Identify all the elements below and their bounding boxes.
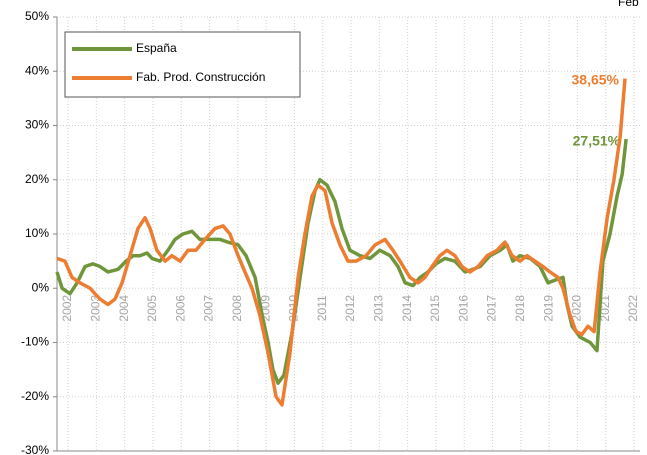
x-tick-label: 2011 xyxy=(315,295,329,321)
legend-label: España xyxy=(136,41,177,55)
x-tick-label: 2019 xyxy=(541,295,555,322)
x-tick-label: 2013 xyxy=(372,295,386,322)
x-tick-label: 2002 xyxy=(60,295,74,322)
x-tick-label: 2014 xyxy=(400,295,414,322)
x-tick-label: 2016 xyxy=(456,295,470,322)
annotation: Feb xyxy=(618,0,639,9)
legend-box xyxy=(64,31,301,98)
y-tick-label: 0% xyxy=(32,280,50,294)
x-tick-label: 2007 xyxy=(202,295,216,322)
x-tick-label: 2006 xyxy=(173,295,187,322)
line xyxy=(56,78,627,407)
legend-label: Fab. Prod. Construcción xyxy=(136,70,265,84)
y-tick-label: 40% xyxy=(25,63,49,77)
line xyxy=(55,138,628,385)
y-tick-label: 50% xyxy=(25,9,49,23)
x-tick-label: 2017 xyxy=(485,295,499,322)
x-tick-label: 2015 xyxy=(428,295,442,322)
y-tick-label: -10% xyxy=(21,335,49,349)
end-label: 27,51% xyxy=(573,133,621,149)
x-tick-label: 2022 xyxy=(626,295,640,322)
end-label: 38,65% xyxy=(572,71,620,87)
x-tick-label: 2004 xyxy=(117,295,131,322)
x-tick-label: 2012 xyxy=(343,295,357,322)
x-tick-label: 2005 xyxy=(145,295,159,322)
x-tick-label: 2018 xyxy=(513,295,527,322)
x-tick-label: 2008 xyxy=(230,295,244,322)
y-tick-label: -30% xyxy=(21,443,49,455)
y-tick-label: -20% xyxy=(21,389,49,403)
y-tick-label: 20% xyxy=(25,172,49,186)
y-tick-label: 10% xyxy=(25,226,49,240)
x-tick-label: 2020 xyxy=(570,295,584,322)
y-tick-label: 30% xyxy=(25,118,49,132)
x-tick-label: 2003 xyxy=(89,295,103,322)
